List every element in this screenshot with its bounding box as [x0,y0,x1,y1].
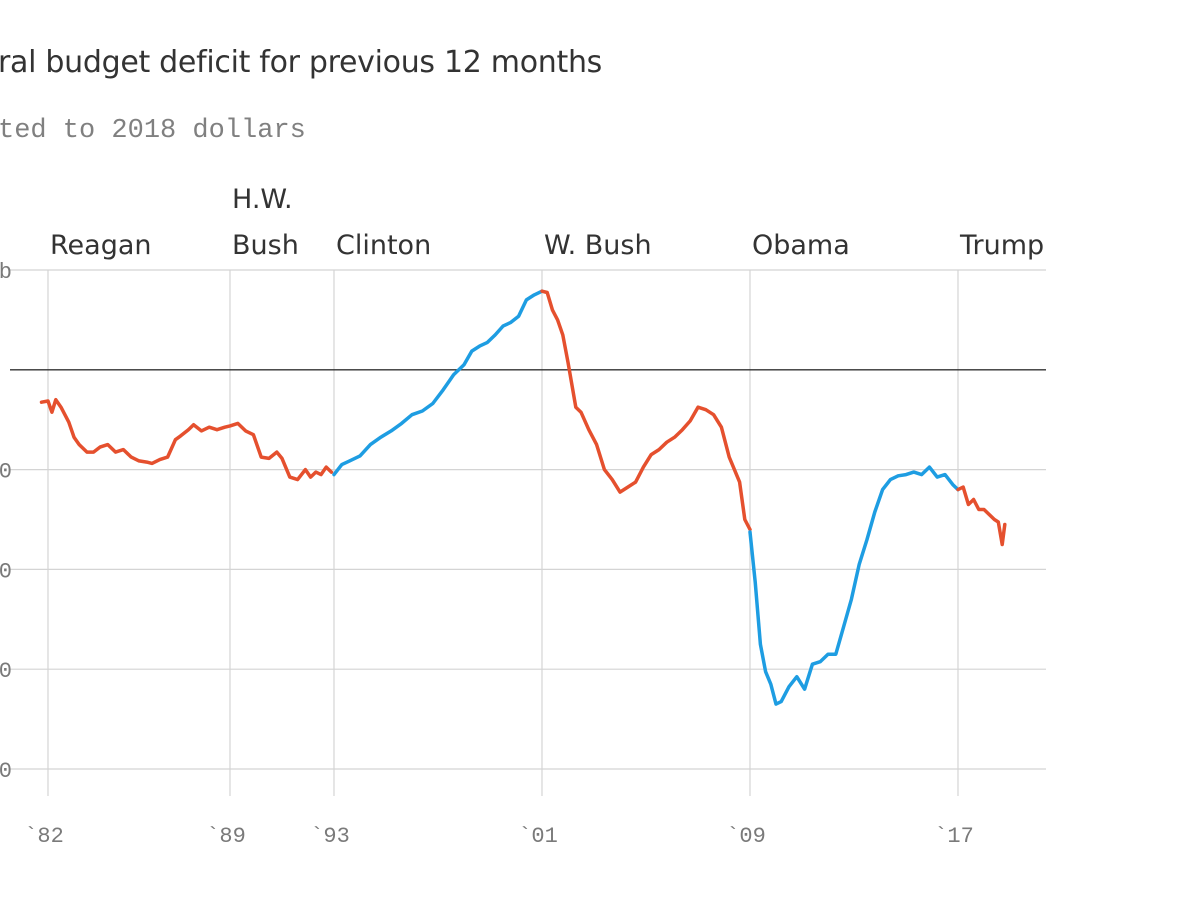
y-axis-tick-labels: 0b 0 0 0 0 [0,260,12,784]
series-line-3-democrat [748,465,960,706]
series-line-2-republican [540,289,752,532]
era-label-1-line-1: Bush [232,230,299,261]
era-label-3: W. Bush [544,230,652,261]
series-line-0-republican [39,397,334,482]
y-tick-label-5: 0 [0,759,12,784]
era-label-4: Obama [752,230,850,261]
y-tick-label-4: 0 [0,659,12,684]
era-label-2: Clinton [336,230,431,261]
presidency-labels: Reagan H.W. Bush Clinton W. Bush Obama Trump [50,184,1044,261]
x-tick-label-2: `93 [310,824,350,849]
horizontal-gridlines [10,269,1046,770]
x-tick-label-4: `09 [726,824,766,849]
x-tick-label-5: `17 [934,824,974,849]
era-label-5: Trump [959,230,1044,261]
y-tick-label-2: 0 [0,460,12,485]
series-line-1-democrat [332,289,544,477]
x-tick-label-3: `01 [518,824,558,849]
deficit-series-lines [39,289,1007,706]
chart-title: ral budget deficit for previous 12 month… [0,45,603,80]
x-tick-label-0: `82 [24,824,64,849]
x-tick-label-1: `89 [206,824,246,849]
era-label-0: Reagan [50,230,152,261]
y-tick-label-3: 0 [0,559,12,584]
vertical-gridlines [47,270,959,796]
chart-subtitle: ted to 2018 dollars [0,116,306,146]
era-label-1-line-0: H.W. [232,184,293,215]
y-tick-label-0: 0b [0,260,12,285]
series-line-4-republican [956,485,1007,547]
x-axis-tick-labels: `82 `89 `93 `01 `09 `17 [24,824,974,849]
